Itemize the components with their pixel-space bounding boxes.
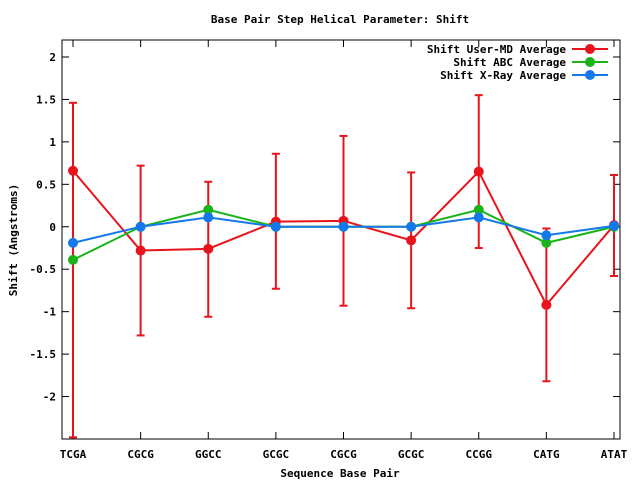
plot-frame <box>61 39 621 440</box>
y-tick-label: 0.5 <box>36 178 56 191</box>
x-tick-label: TCGA <box>60 448 87 461</box>
x-axis-label: Sequence Base Pair <box>280 467 400 480</box>
data-point <box>609 220 619 231</box>
x-tick-label: GCGC <box>263 448 290 461</box>
data-point <box>68 165 78 176</box>
data-point <box>541 237 552 248</box>
data-point <box>203 243 214 254</box>
legend-label: Shift ABC Average <box>453 56 566 69</box>
data-point <box>541 299 552 310</box>
data-point <box>473 204 484 215</box>
y-tick-label: 1.5 <box>36 93 56 106</box>
series-3 <box>68 212 619 248</box>
y-tick-label: -2 <box>43 391 56 404</box>
data-point <box>68 254 78 265</box>
data-point <box>135 245 146 256</box>
legend-marker <box>585 70 595 80</box>
y-tick-label: -1 <box>43 306 57 319</box>
data-point <box>473 166 484 177</box>
legend-marker <box>585 57 595 67</box>
data-point <box>406 221 417 232</box>
x-tick-label: ATAT <box>601 448 628 461</box>
x-tick-label: GCGC <box>398 448 425 461</box>
y-axis-label: Shift (Angstroms) <box>7 184 20 297</box>
x-tick-label: GGCC <box>195 448 222 461</box>
y-tick-label: -0.5 <box>30 263 57 276</box>
y-tick-label: 0 <box>49 221 56 234</box>
data-point <box>338 221 349 232</box>
legend-marker <box>585 44 595 54</box>
series-1 <box>68 94 619 439</box>
data-point <box>135 221 146 232</box>
x-tick-label: CGCG <box>127 448 154 461</box>
y-tick-label: -1.5 <box>30 348 57 361</box>
x-tick-label: CATG <box>533 448 560 461</box>
data-point <box>68 237 78 248</box>
y-tick-label: 1 <box>49 136 56 149</box>
y-tick-label: 2 <box>49 51 56 64</box>
data-point <box>270 221 281 232</box>
data-point <box>473 212 484 223</box>
data-point <box>203 204 214 215</box>
series-layer <box>68 94 619 439</box>
data-point <box>406 235 417 246</box>
legend-label: Shift User-MD Average <box>427 43 566 56</box>
legend-label: Shift X-Ray Average <box>440 69 566 82</box>
chart-title: Base Pair Step Helical Parameter: Shift <box>211 13 469 26</box>
x-tick-label: CCGG <box>466 448 493 461</box>
data-point <box>203 212 214 223</box>
x-axis: TCGA CGCG GGCC GCGC CGCG GCGC CCGG CATG ATAT <box>60 40 628 461</box>
data-point <box>541 230 552 241</box>
y-axis: 2 1.5 1 0.5 0 -0.5 -1 -1.5 -2 <box>30 51 620 404</box>
x-tick-label: CGCG <box>330 448 357 461</box>
